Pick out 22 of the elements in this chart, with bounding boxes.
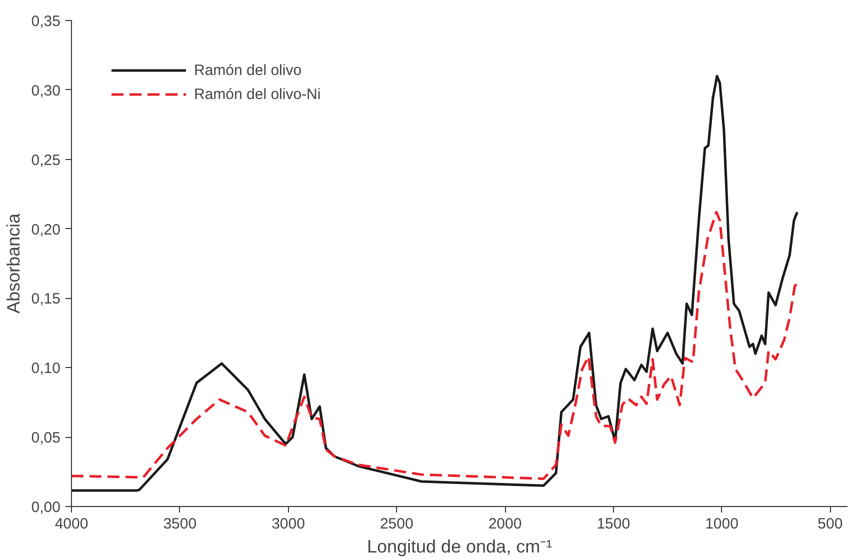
x-tick-label: 3000 xyxy=(272,516,305,532)
x-tick-label: 4000 xyxy=(54,516,88,532)
y-tick-label: 0,25 xyxy=(31,152,61,169)
line-series xyxy=(72,74,798,492)
x-tick-label: 1500 xyxy=(596,516,630,532)
x-tick-label: 1000 xyxy=(705,516,738,532)
x-tick-label: 3500 xyxy=(163,516,197,532)
x-tick-label: 500 xyxy=(818,516,843,532)
legend-label: Ramón del olivo xyxy=(194,62,302,78)
y-tick-label: 0,35 xyxy=(31,13,61,30)
y-tick-label: 0,10 xyxy=(31,360,61,378)
x-axis-title: Longitud de onda, cm⁻¹ xyxy=(366,536,552,556)
y-tick-label: 0,20 xyxy=(31,221,61,238)
y-tick-label: 0,00 xyxy=(31,499,61,516)
y-axis-title: Absorbancia xyxy=(3,212,24,314)
line-series xyxy=(72,210,798,480)
y-tick-label: 0,30 xyxy=(31,82,61,100)
x-tick-label: 2000 xyxy=(488,516,522,532)
x-tick-label: 2500 xyxy=(380,516,414,532)
legend-label: Ramón del olivo-Ni xyxy=(194,86,321,102)
y-tick-label: 0,05 xyxy=(31,430,61,447)
y-tick-label: 0,15 xyxy=(31,290,61,308)
